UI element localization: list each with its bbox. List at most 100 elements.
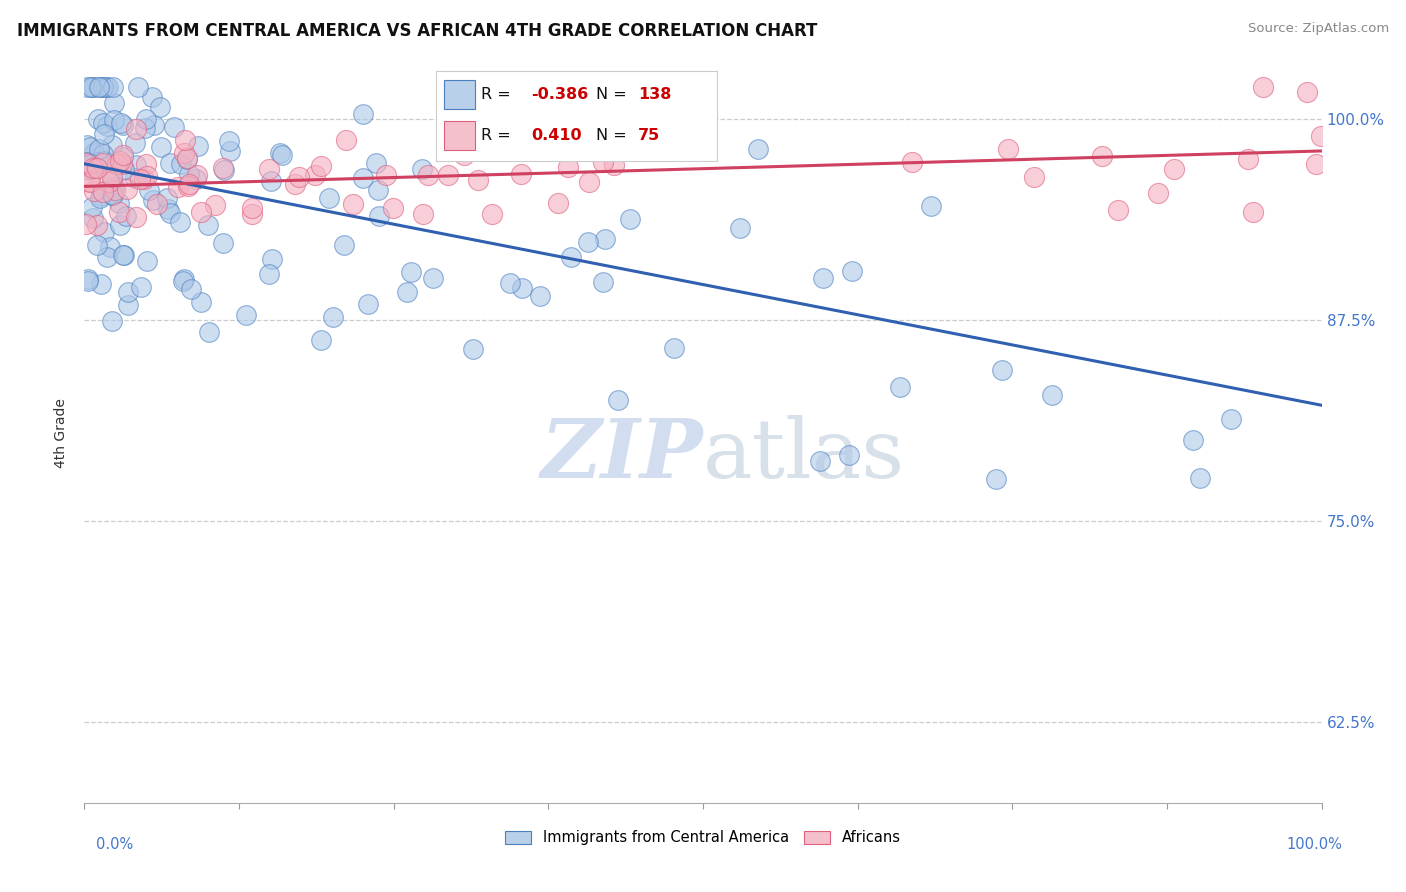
- Point: [602, 158, 624, 172]
- Point: [89, 191, 111, 205]
- Point: [103, 96, 125, 111]
- Point: [103, 187, 125, 202]
- Point: [142, 119, 165, 133]
- Point: [1236, 152, 1258, 166]
- Point: [112, 248, 135, 262]
- Point: [110, 116, 132, 130]
- Point: [80, 79, 103, 94]
- Point: [730, 220, 752, 235]
- Point: [1296, 86, 1319, 100]
- Point: [352, 107, 374, 121]
- Point: [269, 146, 291, 161]
- Point: [111, 148, 134, 162]
- Point: [808, 454, 831, 468]
- Point: [76, 79, 98, 94]
- Point: [76, 274, 98, 288]
- Point: [333, 238, 356, 252]
- Point: [135, 157, 157, 171]
- Point: [101, 188, 124, 202]
- Point: [149, 100, 172, 114]
- Point: [145, 197, 167, 211]
- Point: [112, 161, 135, 176]
- Point: [111, 118, 134, 132]
- Point: [184, 172, 207, 186]
- Point: [838, 449, 860, 463]
- Point: [510, 281, 533, 295]
- Point: [288, 169, 311, 184]
- Point: [997, 142, 1019, 156]
- Point: [124, 136, 146, 150]
- Point: [100, 174, 122, 188]
- Point: [87, 142, 110, 156]
- Point: [112, 150, 135, 164]
- Text: 75: 75: [638, 128, 661, 143]
- Point: [576, 235, 599, 249]
- Point: [156, 191, 179, 205]
- Point: [77, 163, 100, 178]
- Point: [108, 205, 131, 219]
- Point: [180, 281, 202, 295]
- Text: Source: ZipAtlas.com: Source: ZipAtlas.com: [1249, 22, 1389, 36]
- Point: [190, 294, 212, 309]
- Point: [399, 265, 422, 279]
- Point: [240, 201, 263, 215]
- Point: [129, 172, 152, 186]
- Point: [510, 167, 533, 181]
- Point: [453, 147, 475, 161]
- Point: [105, 157, 128, 171]
- Point: [110, 154, 132, 169]
- Point: [889, 379, 911, 393]
- Text: ZIP: ZIP: [540, 415, 703, 495]
- Point: [557, 160, 579, 174]
- Point: [75, 217, 97, 231]
- Point: [841, 264, 863, 278]
- Point: [141, 89, 163, 103]
- Point: [172, 274, 194, 288]
- Point: [1146, 186, 1168, 201]
- Text: R =: R =: [481, 128, 510, 143]
- Point: [619, 212, 641, 227]
- Point: [91, 186, 114, 200]
- Point: [179, 168, 201, 182]
- Point: [368, 209, 391, 223]
- Text: atlas: atlas: [703, 415, 905, 495]
- Point: [991, 363, 1014, 377]
- Point: [82, 211, 104, 226]
- Point: [82, 200, 104, 214]
- Point: [75, 162, 97, 177]
- Text: 0.410: 0.410: [531, 128, 582, 143]
- Point: [176, 152, 198, 166]
- Point: [1091, 149, 1114, 163]
- Point: [1305, 157, 1327, 171]
- Point: [91, 155, 114, 169]
- Point: [89, 154, 111, 169]
- Point: [235, 308, 257, 322]
- Point: [93, 154, 115, 169]
- Text: 100.0%: 100.0%: [1286, 837, 1343, 852]
- Point: [91, 147, 114, 161]
- Point: [257, 162, 280, 177]
- Point: [309, 333, 332, 347]
- Point: [173, 272, 195, 286]
- Legend: Immigrants from Central America, Africans: Immigrants from Central America, African…: [499, 824, 907, 851]
- Point: [142, 193, 165, 207]
- Point: [138, 183, 160, 197]
- Point: [80, 79, 103, 94]
- Point: [89, 79, 111, 94]
- Point: [501, 136, 523, 151]
- Point: [83, 146, 105, 161]
- Point: [174, 133, 197, 147]
- Point: [416, 168, 439, 182]
- Point: [150, 140, 173, 154]
- Point: [96, 119, 118, 133]
- Point: [132, 172, 155, 186]
- Point: [219, 144, 242, 158]
- Point: [198, 325, 221, 339]
- Point: [79, 157, 101, 171]
- Point: [135, 169, 157, 183]
- Point: [87, 79, 110, 94]
- Point: [412, 207, 434, 221]
- Point: [367, 183, 389, 197]
- Point: [335, 133, 357, 147]
- Point: [125, 210, 148, 224]
